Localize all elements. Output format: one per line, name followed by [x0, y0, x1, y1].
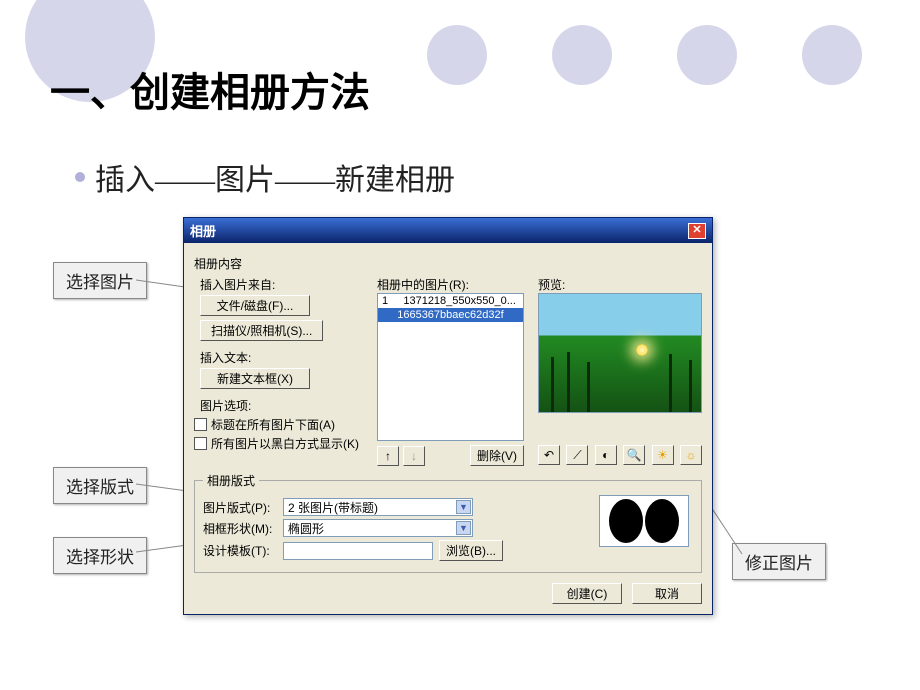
zoom-button[interactable]: 🔍	[623, 445, 645, 465]
list-label: 相册中的图片(R):	[377, 276, 524, 293]
ellipse-shape	[609, 499, 643, 543]
deco-circle	[802, 25, 862, 85]
bullet-text: 插入——图片——新建相册	[95, 155, 455, 199]
create-button[interactable]: 创建(C)	[552, 583, 622, 604]
album-dialog: 相册 ✕ 相册内容 插入图片来自: 文件/磁盘(F)... 扫描仪/照相机(S)…	[183, 217, 713, 615]
bw-checkbox[interactable]: 所有图片以黑白方式显示(K)	[194, 435, 363, 452]
slide-title: 一、创建相册方法	[50, 60, 370, 118]
tree-shape	[669, 354, 672, 412]
frame-value: 椭圆形	[288, 520, 324, 537]
close-icon[interactable]: ✕	[688, 223, 706, 239]
frame-combo[interactable]: 椭圆形 ▼	[283, 519, 473, 537]
brightness-down-button[interactable]: ☼	[680, 445, 702, 465]
list-idx: 1	[382, 295, 388, 307]
dialog-titlebar[interactable]: 相册 ✕	[184, 218, 712, 243]
frame-preview	[599, 495, 689, 547]
deco-circle	[552, 25, 612, 85]
brightness-up-button[interactable]: ☀	[652, 445, 674, 465]
picture-listbox[interactable]: 1 1371218_550x550_0... 1665367bbaec62d32…	[377, 293, 524, 441]
caption-checkbox[interactable]: 标题在所有图片下面(A)	[194, 416, 363, 433]
list-item[interactable]: 1665367bbaec62d32f	[378, 308, 523, 322]
tree-shape	[587, 362, 590, 412]
bullet-icon	[75, 172, 85, 182]
scanner-camera-button[interactable]: 扫描仪/照相机(S)...	[200, 320, 323, 341]
move-up-button[interactable]: ↑	[377, 446, 399, 466]
deco-circle	[427, 25, 487, 85]
dialog-title: 相册	[190, 221, 216, 240]
deco-circle	[677, 25, 737, 85]
callout-select-image: 选择图片	[53, 262, 147, 299]
cancel-button[interactable]: 取消	[632, 583, 702, 604]
chevron-down-icon: ▼	[456, 521, 471, 535]
tree-shape	[551, 357, 554, 412]
insert-from-label: 插入图片来自:	[200, 276, 363, 293]
caption-checkbox-label: 标题在所有图片下面(A)	[211, 416, 335, 433]
sun-icon	[636, 344, 648, 356]
new-textbox-button[interactable]: 新建文本框(X)	[200, 368, 310, 389]
checkbox-icon	[194, 418, 207, 431]
browse-button[interactable]: 浏览(B)...	[439, 540, 503, 561]
ellipse-shape	[645, 499, 679, 543]
tree-shape	[689, 360, 692, 412]
frame-label: 相框形状(M):	[203, 520, 283, 537]
rotate-left-button[interactable]: ↶	[538, 445, 560, 465]
callout-fix-image: 修正图片	[732, 543, 826, 580]
list-name: 1371218_550x550_0...	[403, 295, 516, 307]
list-item[interactable]: 1 1371218_550x550_0...	[378, 294, 523, 308]
preview-label: 预览:	[538, 276, 702, 293]
callout-select-shape: 选择形状	[53, 537, 147, 574]
file-disk-button[interactable]: 文件/磁盘(F)...	[200, 295, 310, 316]
checkbox-icon	[194, 437, 207, 450]
tree-shape	[567, 352, 570, 412]
layout-combo[interactable]: 2 张图片(带标题) ▼	[283, 498, 473, 516]
album-layout-group: 相册版式 图片版式(P): 2 张图片(带标题) ▼ 相框形状(M): 椭圆形	[194, 472, 702, 573]
move-down-button[interactable]: ↓	[403, 446, 425, 466]
layout-legend: 相册版式	[203, 472, 259, 489]
callout-select-layout: 选择版式	[53, 467, 147, 504]
layout-value: 2 张图片(带标题)	[288, 499, 378, 516]
insert-text-label: 插入文本:	[200, 349, 363, 366]
preview-image	[538, 293, 702, 413]
remove-button[interactable]: 删除(V)	[470, 445, 524, 466]
template-label: 设计模板(T):	[203, 542, 283, 559]
list-name: 1665367bbaec62d32f	[397, 309, 503, 321]
pic-options-label: 图片选项:	[200, 397, 363, 414]
bw-checkbox-label: 所有图片以黑白方式显示(K)	[211, 435, 359, 452]
section-content-label: 相册内容	[194, 255, 702, 272]
slide-bullet: 插入——图片——新建相册	[75, 155, 455, 199]
layout-label: 图片版式(P):	[203, 499, 283, 516]
chevron-down-icon: ▼	[456, 500, 471, 514]
rotate-right-button[interactable]: ⟋	[566, 445, 588, 465]
template-input[interactable]	[283, 542, 433, 560]
contrast-button[interactable]: ◐	[595, 445, 617, 465]
